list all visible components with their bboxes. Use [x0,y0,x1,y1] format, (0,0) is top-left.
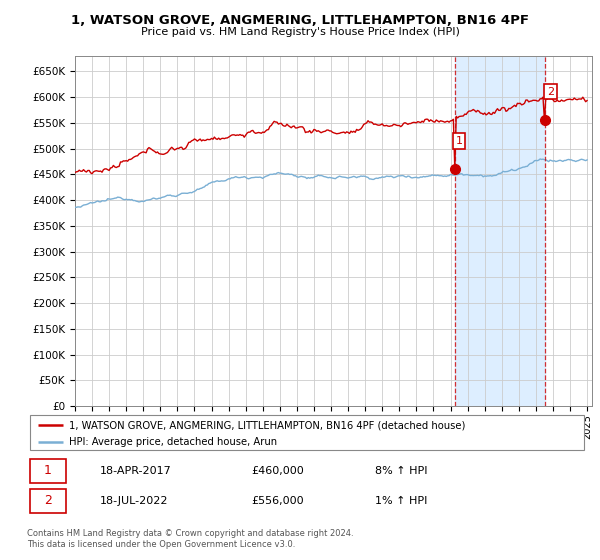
Text: 1, WATSON GROVE, ANGMERING, LITTLEHAMPTON, BN16 4PF: 1, WATSON GROVE, ANGMERING, LITTLEHAMPTO… [71,14,529,27]
Text: 1% ↑ HPI: 1% ↑ HPI [375,496,427,506]
Text: 18-APR-2017: 18-APR-2017 [100,466,172,476]
Text: 8% ↑ HPI: 8% ↑ HPI [375,466,427,476]
Text: 18-JUL-2022: 18-JUL-2022 [100,496,169,506]
Text: 2: 2 [547,86,554,96]
FancyBboxPatch shape [30,489,66,513]
Bar [455,56,545,406]
Text: Contains HM Land Registry data © Crown copyright and database right 2024.
This d: Contains HM Land Registry data © Crown c… [27,529,353,549]
Text: 1: 1 [455,136,463,146]
Text: 2: 2 [44,494,52,507]
Text: Price paid vs. HM Land Registry's House Price Index (HPI): Price paid vs. HM Land Registry's House … [140,27,460,37]
Text: £460,000: £460,000 [251,466,304,476]
FancyBboxPatch shape [30,416,584,450]
Text: HPI: Average price, detached house, Arun: HPI: Average price, detached house, Arun [69,437,277,447]
FancyBboxPatch shape [30,459,66,483]
Text: 1, WATSON GROVE, ANGMERING, LITTLEHAMPTON, BN16 4PF (detached house): 1, WATSON GROVE, ANGMERING, LITTLEHAMPTO… [69,421,466,430]
Text: 1: 1 [44,464,52,478]
Text: £556,000: £556,000 [251,496,304,506]
